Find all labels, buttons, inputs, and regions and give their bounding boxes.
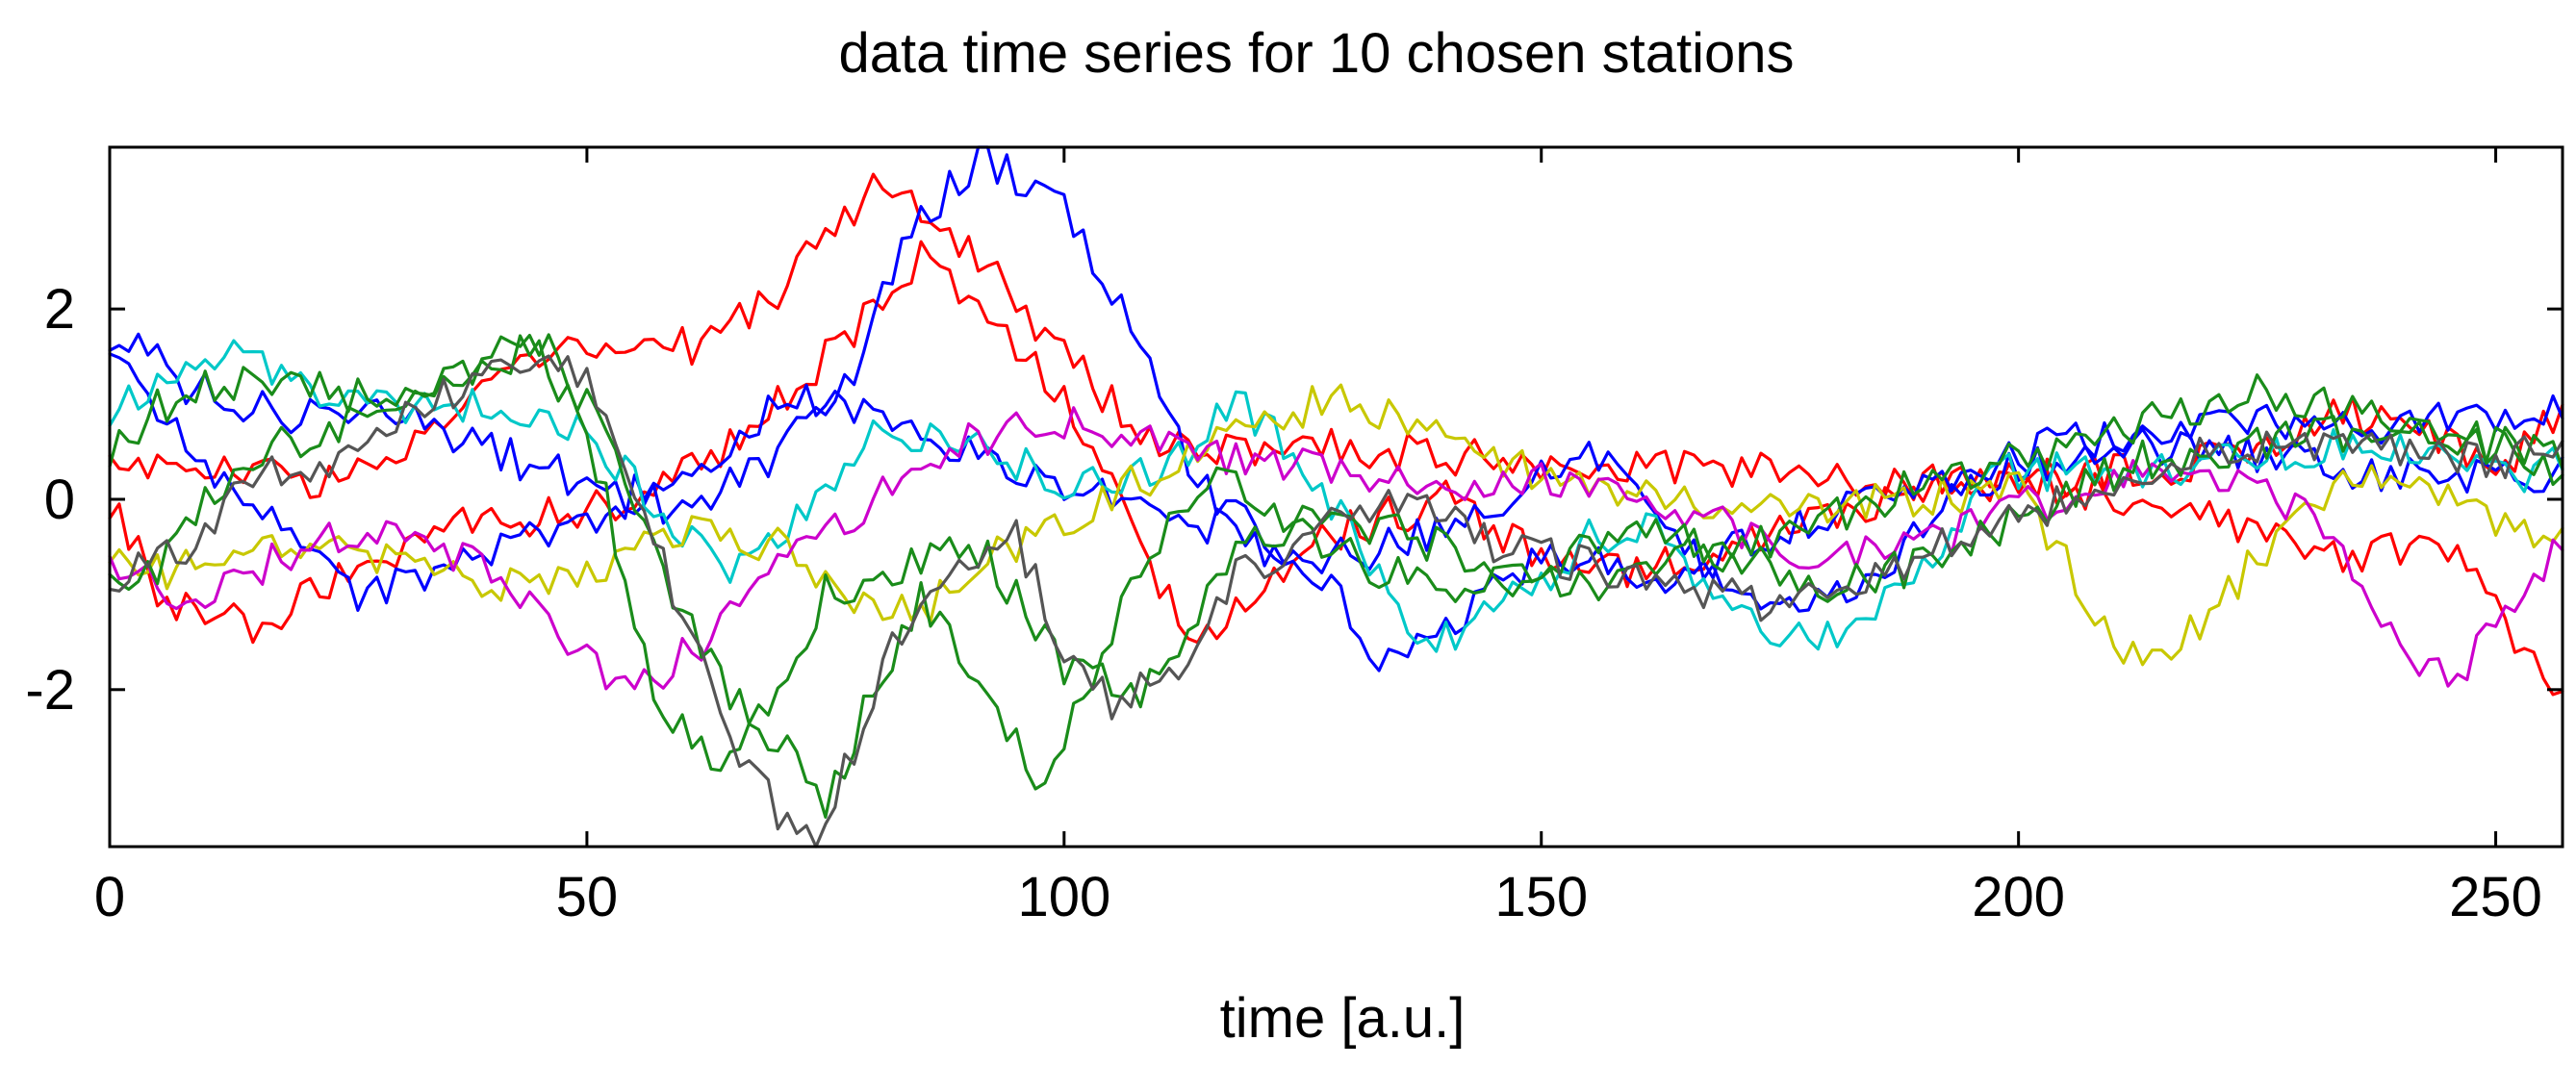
- ticks-layer: 0 50 100 150 200 250 -2 0 2: [25, 147, 2563, 928]
- y-tick-label: -2: [25, 659, 75, 722]
- x-tick-label: 50: [556, 866, 619, 928]
- series-layer: [108, 145, 2564, 849]
- series-line-green-2: [108, 333, 2564, 819]
- series-line-gray: [108, 354, 2564, 849]
- x-tick-label: 150: [1494, 866, 1588, 928]
- y-tick-label: 2: [44, 278, 75, 341]
- series-line-yellow: [108, 383, 2564, 667]
- series-line-blue-1: [108, 145, 2564, 673]
- y-tick-label: 0: [44, 469, 75, 531]
- plot-frame: [108, 145, 2564, 849]
- chart-title: data time series for 10 chosen stations: [839, 22, 1795, 85]
- x-tick-label: 200: [1972, 866, 2065, 928]
- series-line-green-1: [108, 334, 2564, 773]
- series-line-magenta: [108, 406, 2564, 691]
- x-axis-label: time [a.u.]: [1220, 987, 1466, 1050]
- x-tick-label: 100: [1017, 866, 1110, 928]
- x-tick-label: 0: [94, 866, 125, 928]
- series-line-blue-2: [108, 352, 2564, 613]
- x-tick-label: 250: [2449, 866, 2542, 928]
